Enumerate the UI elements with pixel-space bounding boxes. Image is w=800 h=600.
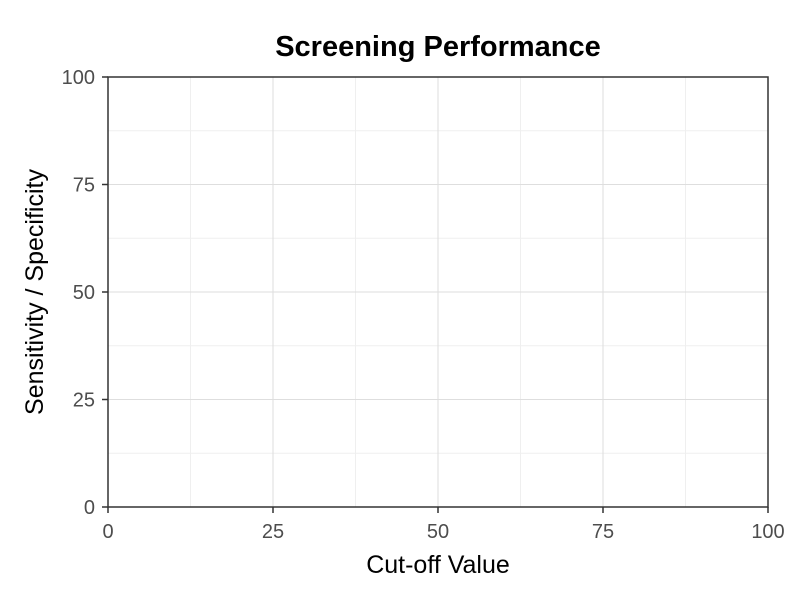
y-tick-label: 0 (84, 497, 95, 519)
x-tick-label: 50 (427, 521, 449, 543)
y-tick-label: 50 (73, 282, 95, 304)
y-tick-label: 75 (73, 175, 95, 197)
x-tick-label: 100 (751, 521, 784, 543)
x-tick-label: 0 (102, 521, 113, 543)
chart-title: Screening Performance (275, 31, 601, 63)
x-axis-label: Cut-off Value (366, 551, 510, 579)
y-tick-label: 100 (62, 67, 95, 89)
x-tick-label: 25 (262, 521, 284, 543)
x-tick-label: 75 (592, 521, 614, 543)
y-axis-ticks: 0 25 50 75 100 (62, 67, 108, 519)
y-axis-label: Sensitivity / Specificity (21, 169, 49, 415)
x-axis-ticks: 0 25 50 75 100 (102, 507, 785, 543)
y-tick-label: 25 (73, 390, 95, 412)
